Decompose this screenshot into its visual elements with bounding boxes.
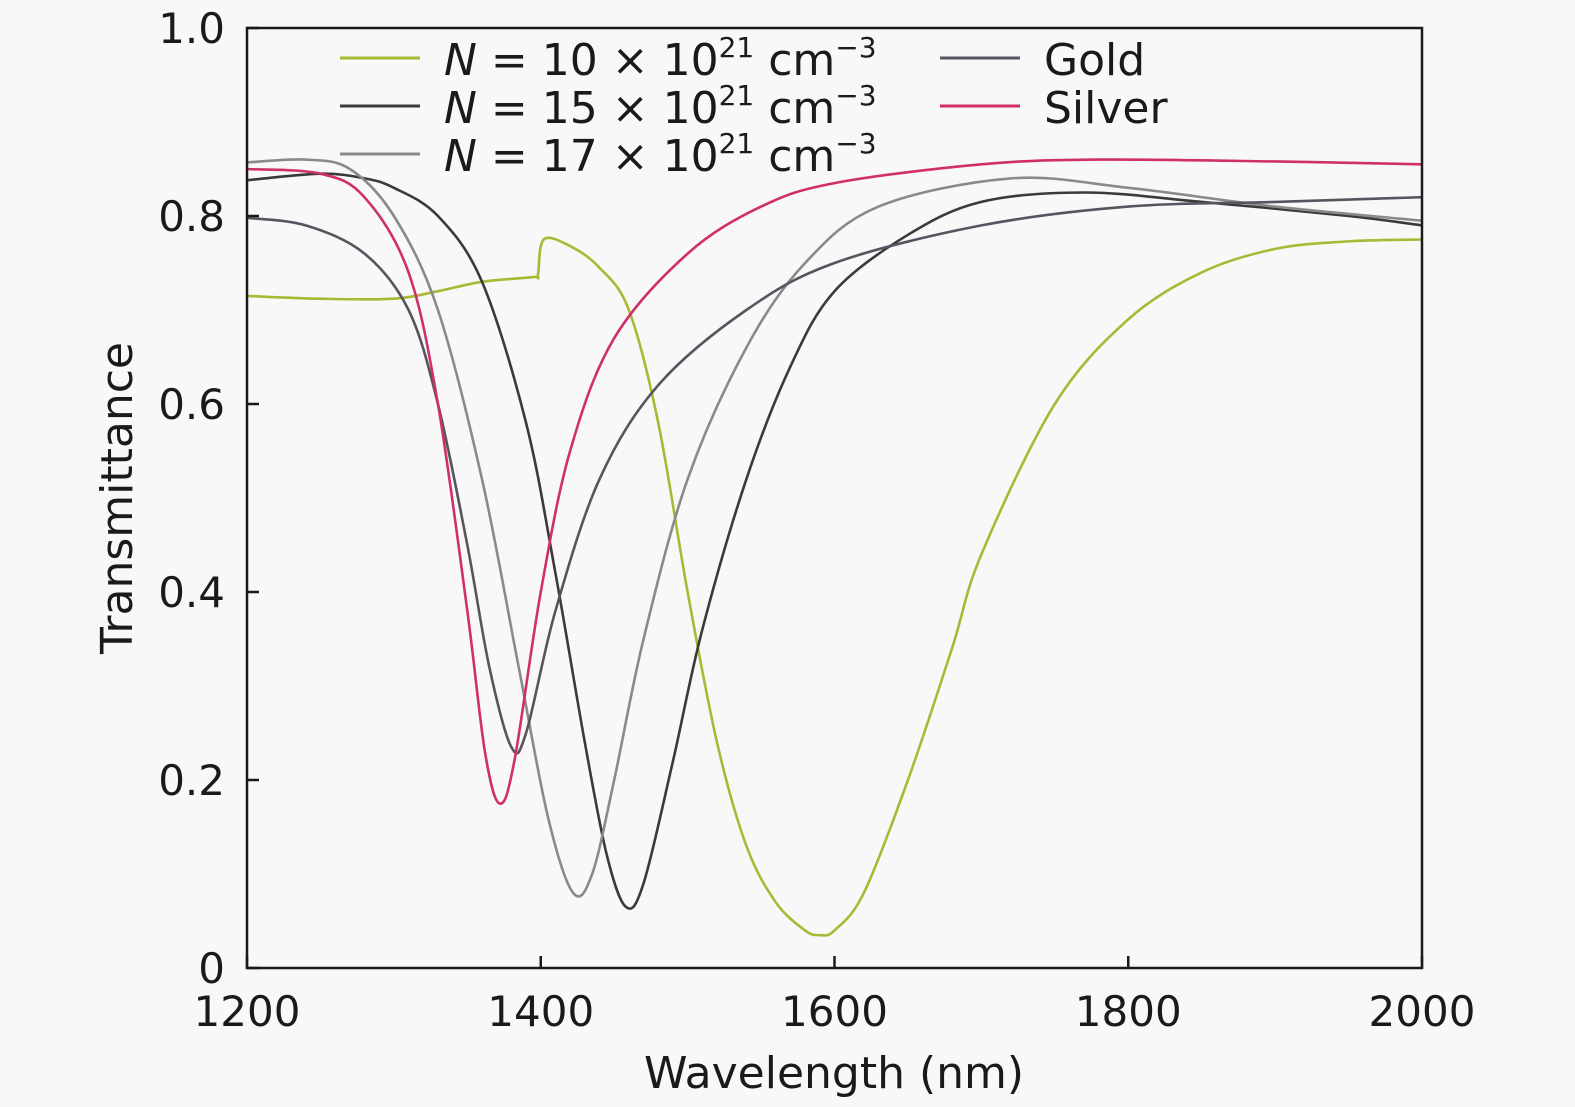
x-tick-label: 1600: [781, 987, 888, 1036]
legend-unit-exponent: −3: [835, 31, 876, 64]
legend: N = 10 × 1021 cm−3N = 15 × 1021 cm−3N = …: [340, 31, 1168, 182]
y-tick-label: 0.4: [158, 568, 225, 617]
legend-variable: N: [444, 131, 477, 182]
series-line-2: [246, 158, 1423, 898]
legend-text: Silver: [1044, 83, 1168, 134]
legend-unit: cm: [754, 83, 835, 134]
series-line-3: [246, 195, 1423, 755]
series-line-1: [246, 172, 1423, 910]
x-tick-label: 1800: [1075, 987, 1182, 1036]
legend-exponent: 21: [719, 127, 755, 160]
legend-item-3: Gold: [940, 35, 1145, 86]
legend-variable: N: [444, 83, 477, 134]
series-layer: [246, 158, 1423, 937]
legend-label: N = 15 × 1021 cm−3: [444, 79, 877, 134]
y-tick-label: 0: [198, 944, 225, 993]
legend-unit-exponent: −3: [835, 79, 876, 112]
legend-exponent: 21: [719, 79, 755, 112]
series-line-4: [246, 158, 1423, 805]
legend-item-4: Silver: [940, 83, 1168, 134]
y-tick-label: 0.6: [158, 380, 225, 429]
legend-label: N = 17 × 1021 cm−3: [444, 127, 877, 182]
legend-item-2: N = 17 × 1021 cm−3: [340, 127, 877, 182]
legend-label: Gold: [1044, 35, 1145, 86]
x-tick-label: 2000: [1369, 987, 1476, 1036]
legend-text: = 10 × 10: [477, 35, 719, 86]
legend-item-0: N = 10 × 1021 cm−3: [340, 31, 877, 86]
legend-text: = 15 × 10: [477, 83, 719, 134]
legend-unit: cm: [754, 35, 835, 86]
legend-label: Silver: [1044, 83, 1168, 134]
y-tick-label: 1.0: [158, 4, 225, 53]
legend-unit-exponent: −3: [835, 127, 876, 160]
legend-text: = 17 × 10: [477, 131, 719, 182]
x-tick-label: 1400: [487, 987, 594, 1036]
legend-unit: cm: [754, 131, 835, 182]
ticks-layer: 1200 1400 1600 1800 2000 0 0.2 0.4 0.6 0.8 1.0: [158, 4, 1475, 1036]
y-axis-label: Transmittance: [92, 342, 143, 655]
x-tick-label: 1200: [194, 987, 301, 1036]
y-tick-label: 0.2: [158, 756, 225, 805]
legend-item-1: N = 15 × 1021 cm−3: [340, 79, 877, 134]
legend-exponent: 21: [719, 31, 755, 64]
legend-text: Gold: [1044, 35, 1145, 86]
y-tick-label: 0.8: [158, 192, 225, 241]
legend-label: N = 10 × 1021 cm−3: [444, 31, 877, 86]
x-axis-label: Wavelength (nm): [644, 1048, 1024, 1099]
series-line-0: [246, 236, 1423, 937]
legend-variable: N: [444, 35, 477, 86]
